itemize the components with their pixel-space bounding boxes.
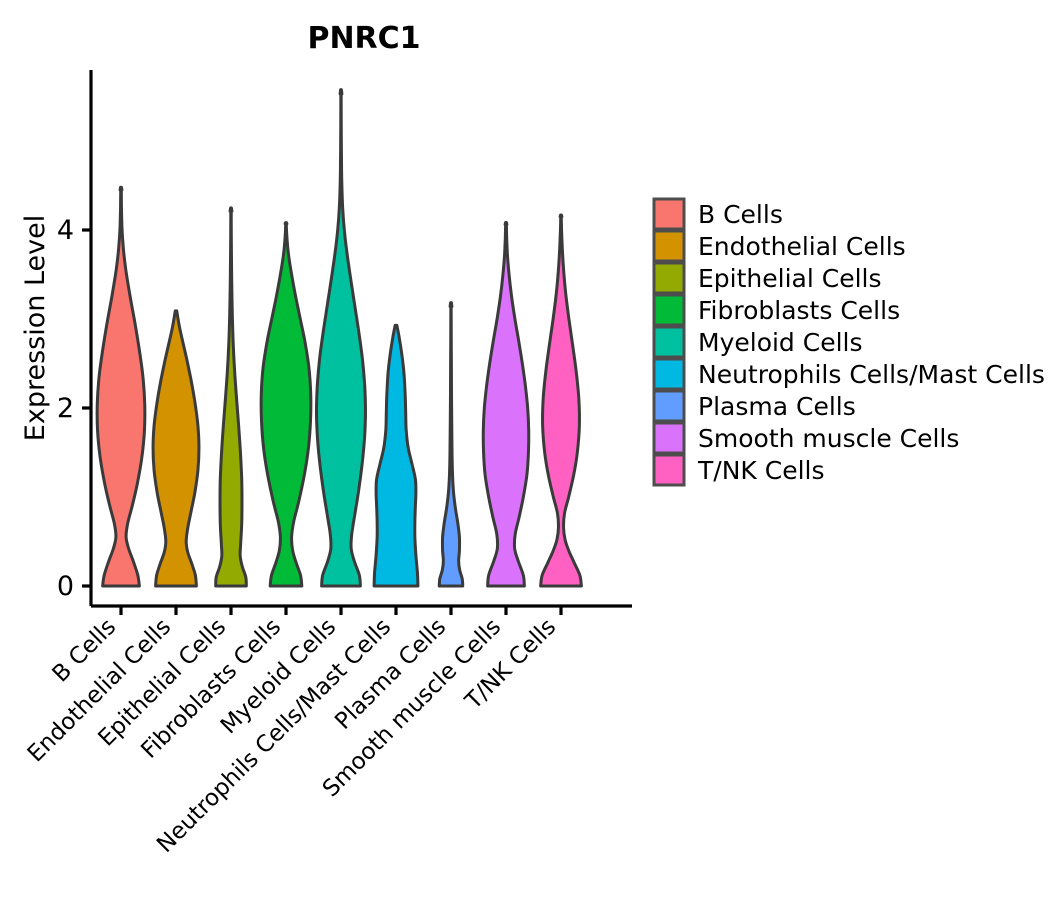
violin-shape	[95, 185, 147, 588]
violin-t-nk-cells	[539, 213, 583, 588]
legend-item-smooth-muscle-cells[interactable]: Smooth muscle Cells	[652, 421, 959, 455]
legend-item-epithelial-cells[interactable]: Epithelial Cells	[652, 261, 882, 295]
violin-shape	[481, 221, 531, 588]
violin-shape	[372, 323, 420, 588]
violin-b-cells	[95, 185, 147, 588]
legend-swatch	[652, 197, 686, 231]
violin-plasma-cells	[437, 301, 465, 588]
violin-shape	[315, 88, 367, 588]
violin-shape	[259, 221, 313, 588]
y-axis: 0 2 4	[57, 70, 93, 606]
legend-swatch	[652, 229, 686, 263]
x-axis	[91, 604, 632, 615]
violin-endothelial-cells	[151, 309, 201, 588]
legend-swatch	[652, 453, 686, 487]
legend-label: Fibroblasts Cells	[698, 296, 900, 325]
legend-label: B Cells	[698, 200, 783, 229]
violin-fibroblasts-cells	[259, 221, 313, 588]
legend-swatch	[652, 261, 686, 295]
chart-title: PNRC1	[307, 21, 420, 56]
legend-swatch	[652, 389, 686, 423]
legend-label: Plasma Cells	[698, 392, 856, 421]
legend-label: Myeloid Cells	[698, 328, 863, 357]
legend-item-fibroblasts-cells[interactable]: Fibroblasts Cells	[652, 293, 900, 327]
legend-item-plasma-cells[interactable]: Plasma Cells	[652, 389, 856, 423]
legend-item-neutrophils-cells-mast-cells[interactable]: Neutrophils Cells/Mast Cells	[652, 357, 1045, 391]
y-tick-label: 2	[57, 393, 74, 424]
legend-item-endothelial-cells[interactable]: Endothelial Cells	[652, 229, 906, 263]
y-tick-label: 4	[57, 215, 74, 246]
y-tick-label: 0	[57, 571, 74, 602]
violin-shape	[214, 206, 248, 588]
y-axis-title: Expression Level	[20, 215, 51, 441]
legend: B Cells Endothelial Cells Epithelial Cells…	[652, 197, 1045, 487]
violin-epithelial-cells	[214, 206, 248, 588]
legend-label: T/NK Cells	[697, 456, 825, 485]
legend-item-b-cells[interactable]: B Cells	[652, 197, 783, 231]
violin-shape	[151, 309, 201, 588]
legend-item-myeloid-cells[interactable]: Myeloid Cells	[652, 325, 863, 359]
violin-myeloid-cells	[315, 88, 367, 588]
legend-item-t-nk-cells[interactable]: T/NK Cells	[652, 453, 825, 487]
violin-smooth-muscle-cells	[481, 221, 531, 588]
violin-shape	[437, 301, 465, 588]
legend-label: Epithelial Cells	[698, 264, 882, 293]
violin-neutrophils-cells-mast-cells	[372, 323, 420, 588]
legend-label: Neutrophils Cells/Mast Cells	[698, 360, 1045, 389]
violin-shape	[539, 213, 583, 588]
violins-layer	[95, 88, 583, 588]
legend-swatch	[652, 357, 686, 391]
legend-label: Endothelial Cells	[698, 232, 906, 261]
legend-label: Smooth muscle Cells	[698, 424, 959, 453]
legend-swatch	[652, 325, 686, 359]
legend-swatch	[652, 293, 686, 327]
legend-swatch	[652, 421, 686, 455]
